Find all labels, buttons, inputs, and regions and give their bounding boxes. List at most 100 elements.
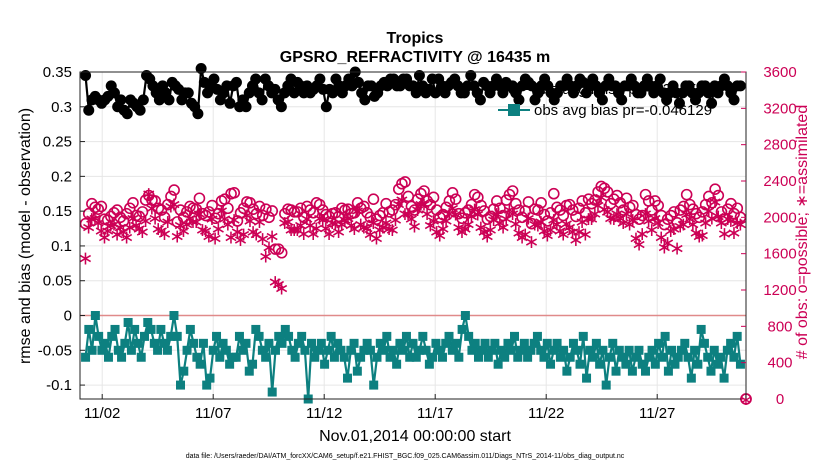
bias-point (290, 352, 300, 362)
obs-possible-point (446, 187, 459, 199)
bias-point (411, 352, 421, 362)
bias-point (369, 380, 379, 390)
bias-point (94, 331, 104, 341)
obs-assimilated-point: ∗ (486, 209, 502, 231)
bias-point (352, 366, 362, 376)
obs-assimilated-point: ∗ (641, 210, 657, 232)
obs-assimilated-point: ∗ (207, 227, 223, 249)
bias-point (408, 338, 418, 348)
obs-assimilated-point: ∗ (340, 207, 356, 229)
obs-possible-point (513, 204, 525, 216)
obs-assimilated-point: ∗ (397, 203, 413, 225)
bias-point (293, 338, 303, 348)
bias-point (120, 338, 130, 348)
obs-assimilated-point: ∗ (720, 208, 736, 230)
obs-assimilated-point: ∗ (710, 206, 726, 228)
obs-assimilated-point: ∗ (81, 216, 97, 238)
bias-point (523, 352, 533, 362)
obs-assimilated-point: ∗ (714, 212, 730, 234)
obs-assimilated-point: ∗ (473, 216, 489, 238)
bias-point (529, 338, 539, 348)
obs-possible-point (494, 202, 506, 215)
rmse-point (474, 94, 486, 106)
bias-point (133, 338, 143, 348)
bias-point (601, 380, 611, 390)
obs-assimilated-point: ∗ (527, 214, 543, 236)
obs-assimilated-point: ∗ (176, 220, 192, 242)
obs-possible-point (263, 211, 275, 224)
obs-assimilated-point: ∗ (628, 227, 644, 249)
obs-assimilated-point: ∗ (391, 194, 407, 216)
bias-point (716, 352, 726, 362)
bias-point (362, 338, 372, 348)
obs-assimilated-point: ∗ (312, 207, 328, 229)
bias-point (329, 352, 339, 362)
bias-point (81, 352, 91, 362)
obs-assimilated-point: ∗ (691, 226, 707, 248)
obs-possible-point (222, 202, 234, 215)
obs-possible-point (506, 185, 519, 197)
obs-possible-point (585, 197, 598, 210)
obs-possible-point (690, 207, 702, 220)
bias-point (424, 359, 434, 369)
bias-point (130, 324, 140, 334)
x-axis-label: Nov.01,2014 00:00:00 start (319, 428, 511, 445)
bias-point (582, 373, 592, 383)
bias-point (559, 345, 569, 355)
bias-point (248, 359, 258, 369)
bias-point (421, 345, 431, 355)
bias-point (487, 345, 497, 355)
obs-assimilated-point: ∗ (315, 209, 331, 231)
series-rmse (80, 63, 746, 120)
bias-point (90, 311, 100, 321)
right-tick-label: 2800 (763, 137, 796, 154)
obs-assimilated-point: ∗ (198, 220, 214, 242)
bias-point (218, 338, 228, 348)
bias-point (657, 352, 667, 362)
obs-possible-point (437, 208, 449, 221)
bias-point (221, 345, 231, 355)
obs-possible-point (367, 193, 380, 205)
obs-possible-point (399, 176, 411, 188)
obs-assimilated-point: ∗ (546, 209, 562, 231)
obs-assimilated-point: ∗ (615, 212, 631, 234)
bias-point (339, 352, 349, 362)
obs-assimilated-point: ∗ (508, 213, 524, 235)
obs-possible-point (557, 209, 570, 222)
bias-point (316, 338, 326, 348)
obs-possible-point (538, 208, 551, 221)
bias-point (572, 345, 582, 355)
right-tick-label: 3600 (763, 64, 796, 81)
rmse-point (108, 87, 120, 99)
bias-point (264, 338, 274, 348)
obs-possible-point (668, 206, 680, 218)
obs-assimilated-point: ∗ (581, 208, 597, 230)
obs-possible-point (193, 192, 206, 205)
bias-point (162, 345, 172, 355)
bias-point (401, 331, 411, 341)
left-tick-label: 0.3 (51, 99, 72, 116)
obs-assimilated-point: ∗ (476, 221, 492, 243)
obs-possible-point (468, 188, 481, 201)
obs-assimilated-point: ∗ (682, 208, 698, 230)
left-tick-label: -0.05 (38, 342, 72, 359)
bias-point (117, 352, 127, 362)
rmse-point (288, 87, 300, 99)
bias-point (212, 331, 222, 341)
left-tick-label: 0.25 (43, 134, 72, 151)
obs-assimilated-point: ∗ (286, 219, 302, 241)
bias-point (624, 345, 634, 355)
rmse-point (250, 73, 262, 85)
bias-point (159, 338, 169, 348)
obs-assimilated-point: ∗ (388, 209, 404, 231)
obs-assimilated-point: ∗ (157, 223, 173, 245)
obs-assimilated-point: ∗ (309, 217, 325, 239)
obs-assimilated-point: ∗ (375, 216, 391, 238)
obs-assimilated-point: ∗ (122, 216, 138, 238)
obs-possible-point (370, 213, 383, 225)
bias-point (385, 352, 395, 362)
obs-assimilated-point: ∗ (384, 219, 400, 241)
bias-point (549, 345, 559, 355)
obs-assimilated-point: ∗ (182, 207, 198, 229)
bias-point (562, 366, 572, 376)
